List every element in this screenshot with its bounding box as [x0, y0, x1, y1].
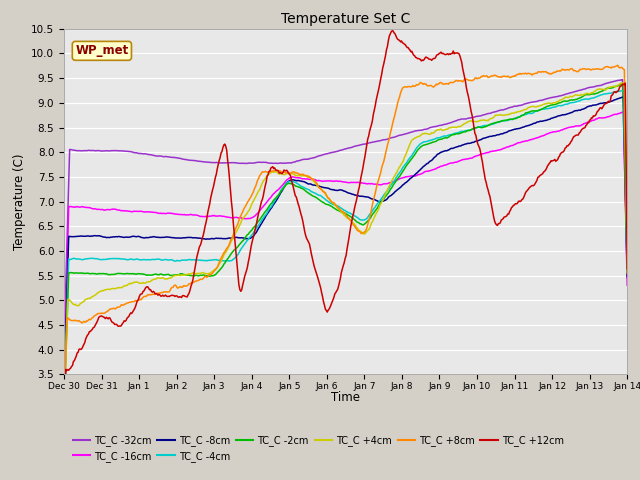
TC_C +12cm: [205, 205, 212, 211]
Line: TC_C -8cm: TC_C -8cm: [64, 97, 627, 392]
TC_C -4cm: [436, 135, 444, 141]
TC_C -8cm: [484, 134, 492, 140]
TC_C +12cm: [623, 266, 631, 272]
TC_C -16cm: [160, 210, 168, 216]
TC_C +4cm: [620, 80, 627, 86]
TC_C -4cm: [484, 122, 492, 128]
TC_C +4cm: [392, 171, 400, 177]
TC_C +4cm: [484, 118, 492, 124]
TC_C -2cm: [623, 266, 631, 272]
TC_C -8cm: [436, 150, 444, 156]
Line: TC_C -2cm: TC_C -2cm: [64, 84, 627, 410]
TC_C -32cm: [392, 134, 400, 140]
TC_C -2cm: [436, 136, 444, 142]
TC_C -32cm: [205, 159, 212, 165]
TC_C +4cm: [205, 271, 212, 276]
Line: TC_C +12cm: TC_C +12cm: [64, 31, 627, 440]
TC_C -2cm: [392, 178, 400, 184]
TC_C -4cm: [205, 257, 212, 263]
TC_C +12cm: [60, 437, 68, 443]
TC_C +12cm: [393, 35, 401, 41]
TC_C +8cm: [614, 62, 621, 68]
TC_C -16cm: [315, 178, 323, 183]
TC_C -8cm: [620, 94, 627, 100]
TC_C -32cm: [619, 77, 627, 83]
TC_C -4cm: [623, 270, 631, 276]
TC_C +4cm: [623, 254, 631, 260]
TC_C -16cm: [60, 374, 68, 380]
TC_C -16cm: [484, 150, 492, 156]
TC_C -8cm: [392, 188, 400, 194]
TC_C +4cm: [160, 275, 168, 281]
TC_C +8cm: [623, 271, 631, 276]
Line: TC_C -32cm: TC_C -32cm: [64, 80, 627, 348]
TC_C +12cm: [437, 49, 445, 55]
Line: TC_C +4cm: TC_C +4cm: [64, 83, 627, 422]
TC_C +4cm: [60, 420, 68, 425]
TC_C +8cm: [160, 289, 168, 295]
TC_C -8cm: [60, 389, 68, 395]
TC_C -2cm: [160, 272, 168, 278]
TC_C -8cm: [205, 236, 212, 242]
TC_C +8cm: [484, 74, 492, 80]
Line: TC_C -16cm: TC_C -16cm: [64, 112, 627, 377]
TC_C -32cm: [315, 153, 323, 159]
TC_C -32cm: [436, 122, 444, 128]
TC_C +4cm: [436, 126, 444, 132]
TC_C -4cm: [60, 400, 68, 406]
Text: WP_met: WP_met: [76, 44, 129, 57]
TC_C +4cm: [315, 184, 323, 190]
TC_C -8cm: [315, 183, 323, 189]
TC_C -4cm: [620, 88, 627, 94]
TC_C -16cm: [392, 178, 400, 183]
Y-axis label: Temperature (C): Temperature (C): [13, 153, 26, 250]
TC_C +8cm: [60, 413, 68, 419]
TC_C -4cm: [315, 192, 323, 198]
TC_C -16cm: [205, 214, 212, 219]
TC_C -32cm: [484, 111, 492, 117]
TC_C -16cm: [620, 109, 627, 115]
TC_C -32cm: [60, 346, 68, 351]
TC_C -2cm: [484, 122, 492, 128]
Legend: TC_C -32cm, TC_C -16cm, TC_C -8cm, TC_C -4cm, TC_C -2cm, TC_C +4cm, TC_C +8cm, T: TC_C -32cm, TC_C -16cm, TC_C -8cm, TC_C …: [69, 431, 568, 466]
TC_C -4cm: [160, 257, 168, 263]
TC_C -2cm: [205, 273, 212, 279]
TC_C +8cm: [205, 272, 212, 278]
TC_C -2cm: [619, 81, 627, 87]
TC_C +12cm: [388, 28, 396, 34]
TC_C -32cm: [160, 154, 168, 159]
TC_C -2cm: [60, 407, 68, 413]
TC_C -4cm: [392, 175, 400, 181]
X-axis label: Time: Time: [331, 391, 360, 404]
Title: Temperature Set C: Temperature Set C: [281, 12, 410, 26]
TC_C -16cm: [436, 164, 444, 169]
Line: TC_C -4cm: TC_C -4cm: [64, 91, 627, 403]
TC_C +12cm: [485, 191, 493, 196]
TC_C -16cm: [623, 282, 631, 288]
TC_C +12cm: [160, 293, 168, 299]
TC_C -32cm: [623, 271, 631, 277]
TC_C +8cm: [315, 184, 323, 190]
TC_C -8cm: [160, 234, 168, 240]
TC_C -2cm: [315, 197, 323, 203]
TC_C -8cm: [623, 274, 631, 279]
Line: TC_C +8cm: TC_C +8cm: [64, 65, 627, 416]
TC_C +8cm: [436, 80, 444, 85]
TC_C +12cm: [315, 278, 323, 284]
TC_C +8cm: [392, 108, 400, 113]
